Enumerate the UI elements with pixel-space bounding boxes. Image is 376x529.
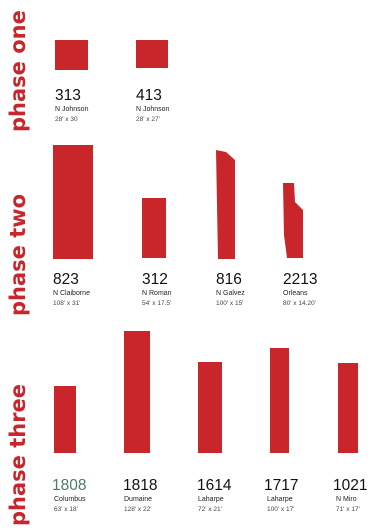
building-413-shape [136, 40, 168, 68]
building-816-dims: 100' x 15' [216, 300, 244, 307]
building-816-street: N Galvez [216, 290, 245, 297]
building-1808-dims: 63' x 18' [54, 506, 78, 513]
building-823-number: 823 [53, 271, 79, 288]
building-2213-shape [283, 183, 303, 258]
building-413-street: N Johnson [136, 106, 170, 113]
building-413-dims: 28' x 27' [136, 116, 160, 123]
building-312-number: 312 [142, 271, 168, 288]
building-1614-number: 1614 [197, 477, 232, 494]
building-2213-number: 2213 [283, 271, 318, 288]
building-1021-number: 1021 [333, 477, 368, 494]
building-2213-dims: 80' x 14.20' [283, 300, 316, 307]
building-1021-dims: 71' x 17' [336, 506, 360, 513]
building-823-street: N Claiborne [53, 290, 90, 297]
building-1717-number: 1717 [264, 477, 299, 494]
building-1717-street: Laharpe [267, 496, 293, 503]
building-1021-street: N Miro [336, 496, 357, 503]
building-816-shape [216, 150, 235, 259]
building-1818-shape [124, 331, 150, 453]
building-1808-number: 1808 [52, 477, 87, 494]
building-823-dims: 108' x 31' [53, 300, 81, 307]
building-313-street: N Johnson [55, 106, 89, 113]
building-1808-street: Columbus [54, 496, 86, 503]
building-313-shape [55, 40, 88, 70]
building-1818-street: Dumaine [124, 496, 153, 503]
building-816-number: 816 [216, 271, 242, 288]
building-312-dims: 54' x 17.5' [142, 300, 172, 307]
building-1614-street: Laharpe [198, 496, 224, 503]
building-2213-street: Orleans [283, 290, 308, 297]
building-823-shape [53, 145, 93, 259]
building-1818-dims: 128' x 22' [124, 506, 152, 513]
building-1021-shape [338, 363, 358, 453]
building-1614-dims: 72' x 21' [198, 506, 222, 513]
building-312-street: N Roman [142, 290, 172, 297]
building-1808-shape [54, 386, 76, 453]
building-1818-number: 1818 [123, 477, 158, 494]
building-1717-shape [270, 348, 289, 453]
building-313-number: 313 [55, 87, 81, 104]
building-413-number: 413 [136, 87, 162, 104]
building-1717-dims: 100' x 17' [267, 506, 295, 513]
building-312-shape [142, 198, 166, 258]
building-313-dims: 28' x 30 [55, 116, 78, 123]
building-1614-shape [198, 362, 222, 453]
